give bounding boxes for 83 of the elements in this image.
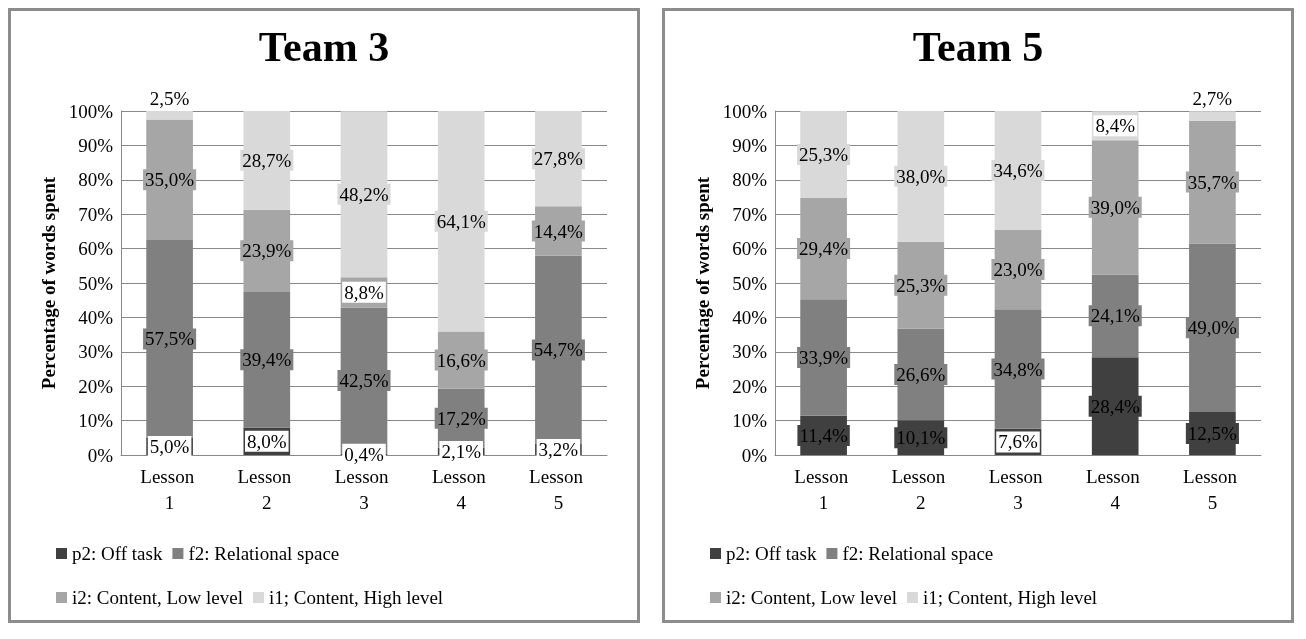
y-tick-label: 10%	[732, 410, 768, 432]
data-label: 5,0%	[149, 435, 190, 457]
y-tick-label: 40%	[732, 306, 768, 328]
data-label: 2,7%	[1192, 88, 1233, 110]
data-label: 49,0%	[1187, 317, 1238, 339]
legend-label: f2: Relational space	[188, 543, 340, 564]
y-tick-label: 50%	[732, 272, 768, 294]
chart-title: Team 5	[912, 24, 1044, 70]
y-tick-label: 60%	[78, 238, 114, 260]
data-label: 23,9%	[242, 240, 292, 262]
data-label: 64,1%	[436, 210, 486, 232]
data-label: 33,9%	[799, 346, 849, 368]
legend-label: f2: Relational space	[842, 543, 994, 564]
y-tick-label: 60%	[732, 238, 768, 260]
data-label: 3,2%	[538, 439, 579, 460]
x-tick-label: Lesson 2	[237, 465, 297, 513]
data-label: 25,3%	[896, 274, 946, 296]
data-label: 42,5%	[339, 370, 389, 392]
data-label: 28,4%	[1090, 395, 1140, 417]
data-label: 24,1%	[1090, 305, 1140, 327]
x-tick-label: Lesson 4	[1085, 465, 1145, 513]
data-label: 7,6%	[998, 431, 1038, 453]
x-tick-label: Lesson 1	[794, 465, 853, 513]
data-label: 2,5%	[149, 88, 190, 109]
data-label: 26,6%	[896, 364, 946, 385]
legend-label: i1; Content, High level	[922, 587, 1098, 608]
x-tick-label: Lesson 3	[334, 465, 394, 513]
y-tick-label: 10%	[78, 410, 114, 432]
legend-label: i2: Content, Low level	[726, 587, 897, 608]
y-tick-label: 90%	[732, 134, 768, 156]
data-label: 48,2%	[339, 183, 389, 205]
chart-title: Team 3	[258, 24, 390, 70]
data-label: 29,4%	[799, 238, 849, 260]
data-label: 27,8%	[533, 148, 584, 170]
x-tick-label: Lesson 2	[891, 465, 951, 513]
y-tick-label: 0%	[87, 444, 114, 466]
y-tick-label: 30%	[732, 341, 768, 363]
data-label: 14,4%	[533, 220, 584, 242]
x-tick-label: Lesson 5	[1183, 465, 1242, 513]
data-label: 57,5%	[145, 328, 195, 350]
data-label: 28,7%	[242, 149, 292, 171]
y-tick-label: 90%	[78, 134, 114, 156]
x-tick-label: Lesson 4	[431, 465, 491, 513]
data-label: 8,8%	[344, 281, 384, 303]
data-label: 16,6%	[436, 349, 486, 371]
y-tick-label: 0%	[741, 444, 768, 466]
y-tick-label: 80%	[732, 169, 768, 191]
data-label: 11,4%	[799, 424, 848, 446]
data-label: 35,7%	[1187, 171, 1238, 193]
legend-label: i2: Content, Low level	[72, 587, 243, 608]
y-tick-label: 70%	[732, 203, 768, 225]
y-axis-title: Percentage of words spent	[691, 176, 713, 390]
data-label: 12,5%	[1187, 423, 1238, 444]
y-tick-label: 20%	[732, 375, 768, 397]
data-label: 38,0%	[896, 165, 946, 187]
y-tick-label: 50%	[78, 272, 114, 294]
y-tick-label: 40%	[78, 306, 114, 328]
data-label: 23,0%	[993, 259, 1043, 281]
data-label: 54,7%	[533, 339, 584, 361]
x-tick-label: Lesson 5	[529, 465, 588, 513]
data-label: 35,0%	[145, 169, 195, 191]
data-label: 34,8%	[993, 358, 1043, 380]
data-label: 39,0%	[1090, 196, 1140, 218]
data-label: 10,1%	[896, 427, 946, 449]
legend-label: p2: Off task	[726, 543, 817, 564]
y-axis-title: Percentage of words spent	[37, 176, 59, 390]
y-tick-label: 100%	[68, 100, 114, 122]
x-tick-label: Lesson 3	[988, 465, 1048, 513]
data-label: 2,1%	[441, 440, 482, 462]
legend-label: i1; Content, High level	[268, 587, 444, 608]
y-tick-label: 80%	[78, 169, 114, 191]
data-label: 17,2%	[436, 407, 486, 429]
y-tick-label: 30%	[78, 341, 114, 363]
data-label: 34,6%	[993, 160, 1043, 182]
data-label: 39,4%	[242, 349, 292, 371]
data-label: 25,3%	[799, 144, 849, 166]
y-tick-label: 20%	[78, 375, 114, 397]
data-label: 8,0%	[247, 430, 287, 452]
y-tick-label: 70%	[78, 203, 114, 225]
x-tick-label: Lesson 1	[140, 465, 199, 513]
data-label: 8,4%	[1095, 115, 1136, 137]
legend-label: p2: Off task	[72, 543, 163, 564]
y-tick-label: 100%	[722, 100, 768, 122]
